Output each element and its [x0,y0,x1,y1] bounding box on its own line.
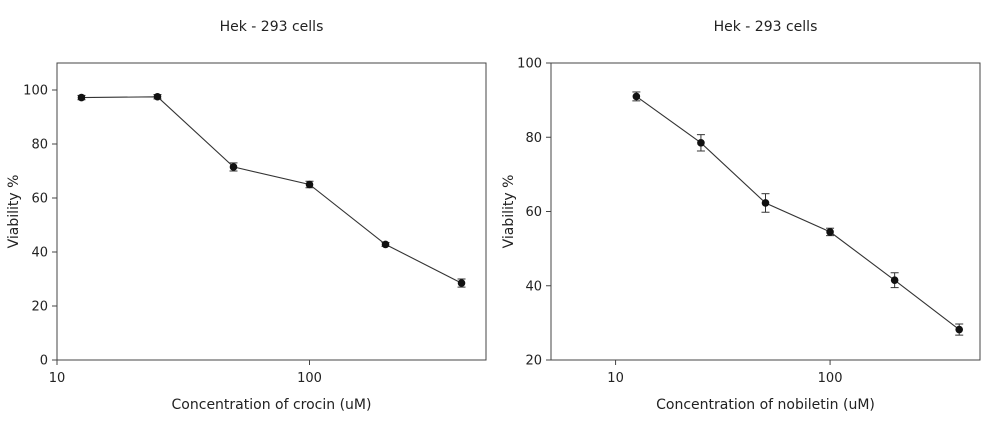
data-point [826,228,834,236]
data-point [632,92,641,101]
y-tick-label: 80 [31,138,48,153]
x-tick-label: 10 [607,371,624,386]
plot-frame [56,62,487,361]
y-tick-label: 0 [40,354,48,369]
y-tick-label: 40 [525,279,542,294]
x-tick-label: 100 [297,371,322,386]
x-axis-label: Concentration of crocin (uM) [172,397,372,413]
data-point [305,180,314,189]
y-tick-label: 20 [525,354,542,369]
y-axis-label: Viability % [6,175,22,249]
x-axis-label: Concentration of nobiletin (uM) [656,397,875,413]
x-tick-label: 100 [818,371,843,386]
data-point [153,92,162,101]
y-tick-label: 100 [23,84,48,99]
y-tick-label: 100 [517,57,542,72]
y-tick-label: 20 [31,300,48,315]
y-tick-label: 40 [31,246,48,261]
data-point [77,93,86,102]
series-line [81,96,462,284]
data-point [761,199,770,207]
data-point [229,163,238,171]
data-point [890,276,899,284]
y-axis-label: Viability % [501,175,517,249]
data-point [955,325,964,334]
y-tick-label: 60 [525,205,542,220]
chart-title: Hek - 293 cells [220,19,324,35]
y-tick-label: 80 [525,131,542,146]
chart-title: Hek - 293 cells [714,19,818,35]
data-point [697,139,705,147]
y-tick-label: 60 [31,192,48,207]
x-tick-label: 10 [49,371,66,386]
data-point [457,279,466,287]
series-line [636,95,960,331]
data-point [381,240,390,249]
